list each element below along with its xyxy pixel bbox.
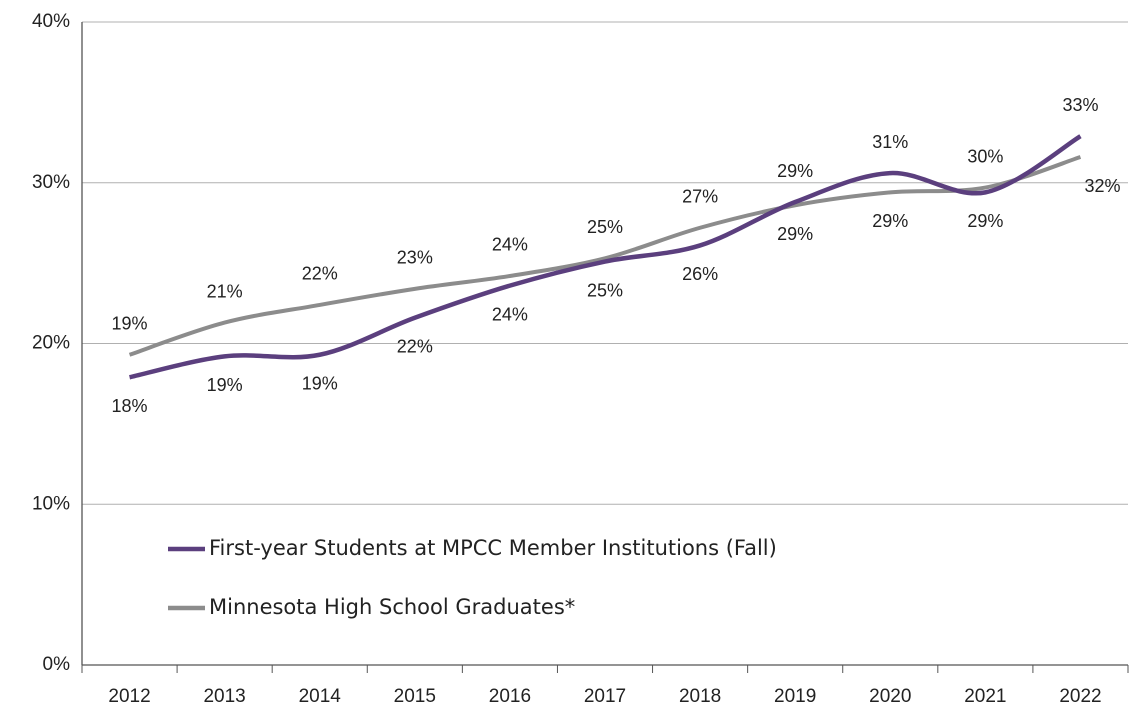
- legend-label: Minnesota High School Graduates*: [209, 595, 575, 619]
- data-label: 22%: [397, 337, 433, 357]
- y-tick-label: 0%: [43, 654, 71, 675]
- data-label: 26%: [682, 264, 718, 284]
- series-line: [129, 134, 1082, 380]
- x-tick-label: 2022: [1059, 686, 1101, 707]
- x-tick-label: 2017: [584, 686, 626, 707]
- y-tick-label: 30%: [32, 172, 70, 193]
- data-label: 29%: [967, 211, 1003, 231]
- data-label: 27%: [682, 187, 718, 207]
- legend-label: First-year Students at MPCC Member Insti…: [209, 536, 777, 560]
- data-label: 29%: [777, 161, 813, 181]
- data-label: 25%: [587, 280, 623, 300]
- data-label: 19%: [302, 374, 338, 394]
- data-label: 30%: [967, 146, 1003, 166]
- data-label: 31%: [872, 132, 908, 152]
- x-tick-label: 2019: [774, 686, 816, 707]
- series-line: [128, 155, 1082, 357]
- data-label: 25%: [587, 217, 623, 237]
- data-label: 18%: [112, 396, 148, 416]
- y-tick-label: 10%: [32, 493, 70, 514]
- y-tick-label: 20%: [32, 333, 70, 354]
- data-label: 24%: [492, 235, 528, 255]
- x-tick-label: 2014: [299, 686, 342, 707]
- x-tick-label: 2016: [489, 686, 531, 707]
- x-tick-label: 2015: [394, 686, 436, 707]
- x-tick-label: 2020: [869, 686, 911, 707]
- data-label: 29%: [777, 224, 813, 244]
- x-tick-label: 2018: [679, 686, 721, 707]
- x-tick-label: 2013: [203, 686, 245, 707]
- data-label: 32%: [1084, 176, 1120, 196]
- data-label: 21%: [207, 281, 243, 301]
- data-label: 23%: [397, 248, 433, 268]
- data-label: 22%: [302, 264, 338, 284]
- x-tick-label: 2021: [964, 686, 1006, 707]
- data-label: 33%: [1062, 95, 1098, 115]
- data-label: 19%: [207, 375, 243, 395]
- x-tick-label: 2012: [108, 686, 150, 707]
- data-label: 24%: [492, 304, 528, 324]
- y-tick-label: 40%: [32, 11, 70, 32]
- data-label: 19%: [112, 314, 148, 334]
- data-label: 29%: [872, 211, 908, 231]
